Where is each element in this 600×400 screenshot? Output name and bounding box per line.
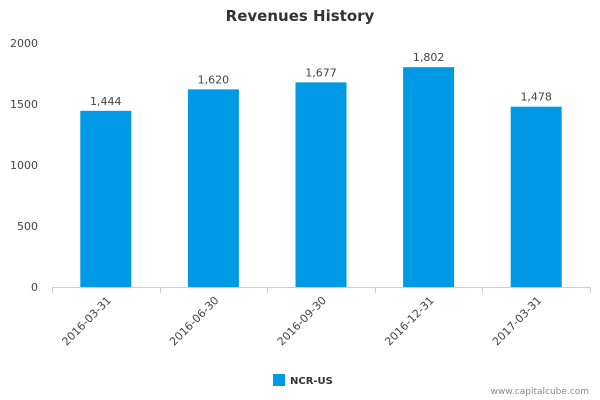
data-label: 1,478: [520, 91, 552, 104]
x-tick-label: 2016-06-30: [167, 294, 221, 348]
y-tick-label: 0: [31, 281, 38, 294]
y-axis-ticks: 0 500 1000 1500 2000: [10, 37, 38, 294]
data-label: 1,802: [413, 51, 445, 64]
bar-series: [80, 67, 562, 288]
x-tick-label: 2016-12-31: [382, 294, 436, 348]
data-label: 1,620: [198, 73, 230, 86]
data-label: 1,444: [90, 95, 122, 108]
credit-text: www.capitalcube.com: [491, 387, 589, 397]
y-tick-label: 1500: [10, 98, 38, 111]
x-tick-label: 2017-03-31: [490, 294, 544, 348]
legend-label[interactable]: NCR-US: [290, 376, 333, 387]
y-tick-label: 1000: [10, 159, 38, 172]
data-labels: 1,444 1,620 1,677 1,802 1,478: [90, 51, 552, 108]
legend-swatch[interactable]: [273, 374, 285, 386]
bar-2016-12-31[interactable]: [403, 67, 455, 287]
legend[interactable]: NCR-US: [273, 374, 333, 387]
x-tick-label: 2016-09-30: [275, 294, 329, 348]
x-axis-ticks: 2016-03-31 2016-06-30 2016-09-30 2016-12-31…: [60, 294, 545, 348]
chart-title: Revenues History: [226, 7, 375, 25]
y-tick-label: 2000: [10, 37, 38, 50]
bar-2017-03-31[interactable]: [510, 106, 562, 288]
x-axis-tick-marks: [52, 287, 591, 293]
y-tick-label: 500: [17, 220, 38, 233]
bar-2016-03-31[interactable]: [80, 110, 132, 287]
data-label: 1,677: [305, 66, 337, 79]
x-tick-label: 2016-03-31: [60, 294, 114, 348]
bar-2016-06-30[interactable]: [187, 89, 239, 287]
bar-2016-09-30[interactable]: [295, 82, 347, 287]
